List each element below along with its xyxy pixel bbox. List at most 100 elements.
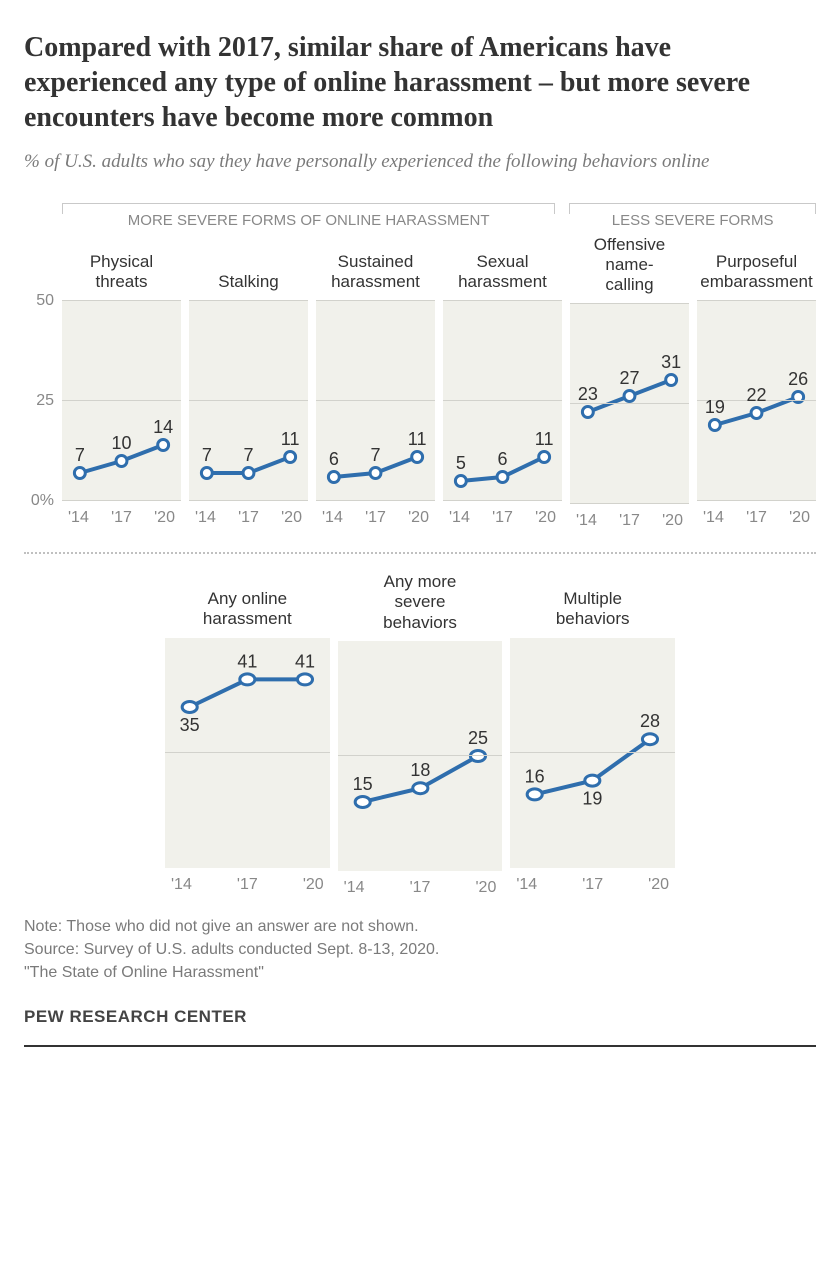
- x-tick: '20: [408, 509, 429, 527]
- value-label: 7: [75, 445, 85, 465]
- small-multiples-row-2: Any onlineharassment354141'14'17'20Any m…: [165, 572, 675, 897]
- x-axis: '14 '17 '20: [510, 868, 675, 894]
- group-header-row: MORE SEVERE FORMS OF ONLINE HARASSMENT L…: [62, 203, 816, 229]
- note-line: Note: Those who did not give an answer a…: [24, 915, 816, 938]
- value-label: 31: [661, 352, 681, 372]
- chart-label-multiple-behaviors: Multiplebehaviors: [510, 572, 675, 638]
- label-layer: 354141: [165, 638, 330, 868]
- value-label: 19: [705, 397, 725, 417]
- small-multiples-row-1: Physicalthreats710140%2550'14'17'20Stalk…: [62, 235, 816, 530]
- x-tick: '14: [703, 509, 724, 527]
- x-tick: '14: [322, 509, 343, 527]
- x-tick: '17: [582, 876, 603, 894]
- value-label: 19: [583, 788, 603, 808]
- chart-any-more-severe: Any moreseverebehaviors151825'14'17'20: [338, 572, 503, 897]
- value-label: 11: [535, 429, 554, 449]
- note-line: Source: Survey of U.S. adults conducted …: [24, 938, 816, 961]
- x-axis: '14 '17 '20: [443, 501, 562, 527]
- chart-label-sustained-harassment: Sustainedharassment: [316, 235, 435, 301]
- footnotes: Note: Those who did not give an answer a…: [24, 915, 816, 985]
- plot-area: 5611: [443, 301, 562, 501]
- label-layer: 7711: [189, 301, 308, 501]
- value-label: 15: [352, 774, 372, 794]
- value-label: 6: [497, 449, 507, 469]
- x-tick: '14: [516, 876, 537, 894]
- note-line: "The State of Online Harassment": [24, 961, 816, 984]
- x-tick: '20: [281, 509, 302, 527]
- y-tick-label: 0%: [31, 492, 54, 510]
- chart-sustained-harassment: Sustainedharassment6711'14'17'20: [316, 235, 435, 530]
- x-tick: '17: [619, 512, 640, 530]
- group-severe-bracket: MORE SEVERE FORMS OF ONLINE HARASSMENT: [62, 203, 555, 229]
- value-label: 25: [468, 728, 488, 748]
- label-layer: 6711: [316, 301, 435, 501]
- group-less-severe-label: LESS SEVERE FORMS: [569, 212, 816, 229]
- chart-any-online-harassment: Any onlineharassment354141'14'17'20: [165, 572, 330, 897]
- chart-label-physical-threats: Physicalthreats: [62, 235, 181, 301]
- value-label: 11: [281, 429, 300, 449]
- label-layer: 5611: [443, 301, 562, 501]
- x-tick: '17: [410, 879, 431, 897]
- value-label: 22: [746, 385, 766, 405]
- x-tick: '20: [535, 509, 556, 527]
- dotted-divider: [24, 552, 816, 554]
- plot-area: 7711: [189, 301, 308, 501]
- x-tick: '17: [111, 509, 132, 527]
- value-label: 16: [525, 766, 545, 786]
- chart-label-any-more-severe: Any moreseverebehaviors: [338, 572, 503, 641]
- x-axis: '14 '17 '20: [697, 501, 816, 527]
- x-axis: '14'17'20: [189, 501, 308, 527]
- label-layer: 232731: [570, 304, 689, 504]
- x-tick: '20: [154, 509, 175, 527]
- value-label: 6: [329, 449, 339, 469]
- x-tick: '14: [171, 876, 192, 894]
- value-label: 35: [180, 715, 200, 735]
- group-severe-label: MORE SEVERE FORMS OF ONLINE HARASSMENT: [62, 212, 555, 229]
- x-axis: '14'17'20: [570, 504, 689, 530]
- value-label: 10: [111, 433, 131, 453]
- value-label: 23: [578, 384, 598, 404]
- y-tick-label: 25: [36, 392, 54, 410]
- plot-area: 16 19 28: [510, 638, 675, 868]
- x-tick: '17: [365, 509, 386, 527]
- plot-area: 232731: [570, 304, 689, 504]
- chart-stalking: Stalking7711'14'17'20: [189, 235, 308, 530]
- x-tick: '14: [344, 879, 365, 897]
- chart-label-sexual-harassment: Sexualharassment: [443, 235, 562, 301]
- x-tick: '20: [648, 876, 669, 894]
- value-label: 14: [153, 417, 173, 437]
- plot-area: 354141: [165, 638, 330, 868]
- x-tick: '20: [303, 876, 324, 894]
- chart-physical-threats: Physicalthreats710140%2550'14'17'20: [62, 235, 181, 530]
- x-tick: '20: [789, 509, 810, 527]
- y-axis-labels: 0%2550: [18, 301, 58, 501]
- value-label: 7: [243, 445, 253, 465]
- x-tick: '17: [237, 876, 258, 894]
- chart-embarrassment: Purposefulembarassment192226'14'17'20: [697, 235, 816, 530]
- x-tick: '17: [492, 509, 513, 527]
- y-tick-label: 50: [36, 292, 54, 310]
- chart-subtitle: % of U.S. adults who say they have perso…: [24, 149, 816, 175]
- brand-footer: PEW RESEARCH CENTER: [24, 1007, 816, 1027]
- chart-sexual-harassment: Sexualharassment5611'14'17'20: [443, 235, 562, 530]
- x-axis: '14'17'20: [338, 871, 503, 897]
- chart-multiple-behaviors: Multiplebehaviors 16 19 28 '14 '17 '20: [510, 572, 675, 897]
- plot-area: 15 18 25: [338, 641, 503, 871]
- value-label: 26: [788, 369, 808, 389]
- x-tick: '14: [68, 509, 89, 527]
- value-label: 28: [640, 711, 660, 731]
- plot-area: 19 22 26: [697, 301, 816, 501]
- bottom-rule: [24, 1045, 816, 1047]
- value-label: 41: [237, 651, 257, 671]
- plot-area: 6711: [316, 301, 435, 501]
- group-less-severe-bracket: LESS SEVERE FORMS: [569, 203, 816, 229]
- x-tick: '14: [449, 509, 470, 527]
- x-tick: '17: [238, 509, 259, 527]
- x-axis: '14 '17 '20: [316, 501, 435, 527]
- x-tick: '14: [576, 512, 597, 530]
- value-label: 18: [410, 760, 430, 780]
- value-label: 7: [370, 445, 380, 465]
- chart-title: Compared with 2017, similar share of Ame…: [24, 30, 816, 135]
- x-tick: '17: [746, 509, 767, 527]
- chart-label-any-online-harassment: Any onlineharassment: [165, 572, 330, 638]
